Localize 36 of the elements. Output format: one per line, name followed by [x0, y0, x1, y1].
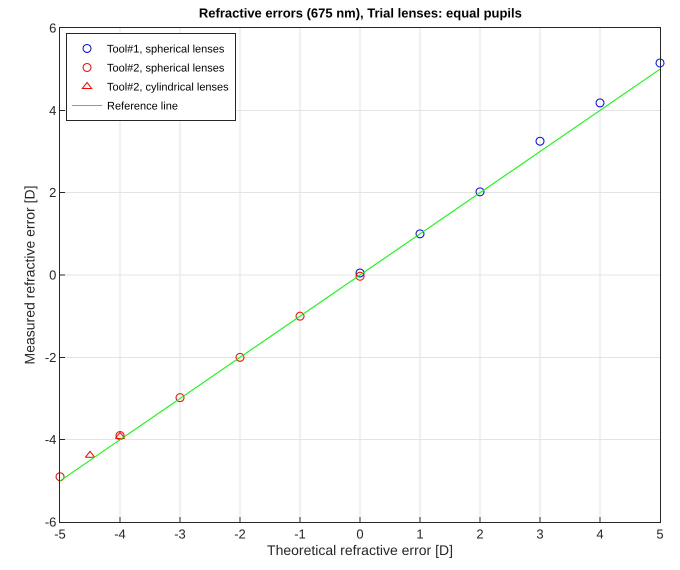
y-tick-label: -2 — [44, 350, 56, 365]
y-tick-label: 4 — [49, 102, 56, 118]
legend-label: Tool#2, cylindrical lenses — [107, 82, 230, 94]
point — [476, 187, 484, 196]
legend-label: Reference line — [107, 100, 178, 113]
x-tick-label: -5 — [54, 526, 66, 542]
y-tick-label: 2 — [49, 185, 56, 200]
x-tick-label: -3 — [174, 526, 186, 542]
x-tick-label: -4 — [114, 526, 126, 542]
chart-title: Refractive errors (675 nm), Trial lenses: equal pupils — [198, 6, 522, 21]
y-tick-label: -4 — [44, 432, 56, 448]
point — [56, 472, 64, 482]
point — [236, 352, 244, 362]
x-tick-label: 2 — [476, 526, 484, 542]
x-tick-label: 4 — [596, 526, 604, 542]
point — [416, 229, 424, 238]
point — [536, 136, 544, 146]
x-tick-label: 0 — [356, 526, 364, 542]
y-axis-title: Measured refractive error [D] — [21, 186, 38, 364]
point — [596, 98, 604, 108]
x-tick-label: 1 — [416, 526, 424, 542]
x-axis-title: Theoretical refractive error [D] — [267, 542, 453, 558]
x-tick-label: 3 — [536, 526, 544, 542]
point — [356, 272, 364, 281]
x-tick-label: -1 — [294, 526, 306, 542]
point — [656, 58, 664, 68]
x-tick-label: -2 — [234, 526, 246, 542]
y-tick-label: 6 — [49, 20, 56, 36]
point — [356, 268, 364, 278]
y-tick-label: -6 — [44, 514, 56, 530]
legend-label: Tool#1, spherical lenses — [107, 44, 225, 56]
legend-label: Tool#2, spherical lenses — [107, 62, 225, 75]
point — [296, 312, 304, 321]
x-tick-label: 5 — [656, 526, 664, 542]
y-tick-label: 0 — [49, 268, 56, 283]
point — [176, 393, 184, 402]
